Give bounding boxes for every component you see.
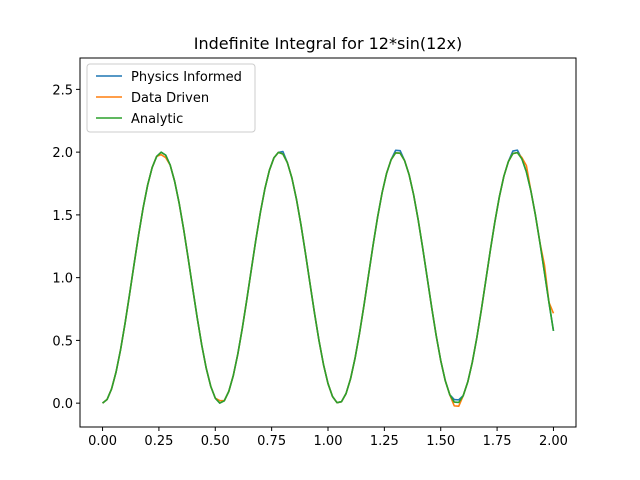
x-axis: 0.00 0.25 0.50 0.75 1.00 1.25 1.50 1.75 2.00 (88, 427, 568, 449)
x-tick-label: 0.25 (144, 434, 173, 449)
legend-label: Physics Informed (131, 70, 242, 85)
x-tick-label: 1.75 (483, 434, 512, 449)
x-tick-label: 0.50 (201, 434, 230, 449)
y-tick-label: 0.5 (52, 334, 73, 349)
y-tick-label: 1.0 (52, 272, 73, 287)
legend-box (86, 63, 256, 133)
x-tick-label: 2.00 (539, 434, 568, 449)
x-tick-label: 0.00 (88, 434, 117, 449)
x-tick-label: 0.75 (257, 434, 286, 449)
x-tick-label: 1.00 (314, 434, 343, 449)
series-line-analytic (102, 151, 555, 404)
legend: Physics Informed Data Driven Analytic (86, 63, 256, 133)
y-axis: 0.0 0.5 1.0 1.5 2.0 2.5 (52, 83, 80, 412)
x-tick-label: 1.25 (370, 434, 399, 449)
legend-label: Data Driven (131, 91, 209, 106)
y-tick-label: 2.5 (52, 83, 73, 98)
series-layer (102, 149, 555, 407)
y-tick-label: 2.0 (52, 146, 73, 161)
y-tick-label: 1.5 (52, 209, 73, 224)
legend-label: Analytic (131, 112, 183, 127)
chart-title: Indefinite Integral for 12*sin(12x) (194, 34, 462, 53)
y-tick-label: 0.0 (52, 397, 73, 412)
x-tick-label: 1.50 (426, 434, 455, 449)
